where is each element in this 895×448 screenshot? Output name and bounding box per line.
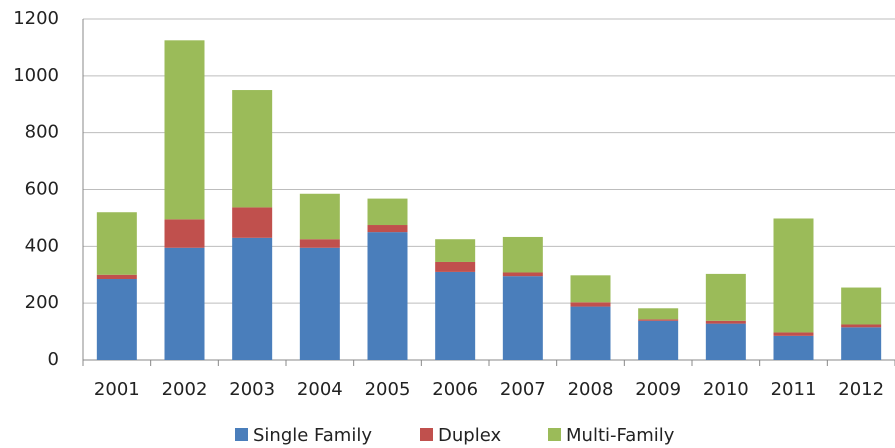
bar-segment: [705, 320, 746, 324]
bar-segment: [164, 40, 205, 220]
bar-segment: [570, 302, 611, 307]
y-tick-label: 600: [25, 179, 59, 200]
y-tick-label: 400: [25, 235, 59, 256]
bar-segment: [638, 320, 679, 360]
bar-segment: [435, 261, 476, 272]
y-tick-label: 1200: [13, 8, 59, 29]
x-tick-label: 2003: [229, 379, 275, 400]
bar-segment: [96, 279, 137, 360]
bar-segment: [367, 198, 408, 226]
legend-label: Single Family: [253, 425, 372, 446]
bar-segment: [705, 323, 746, 360]
bar-segment: [773, 218, 814, 333]
x-tick-label: 2011: [771, 379, 817, 400]
bar-segment: [367, 232, 408, 360]
bar-segment: [638, 308, 679, 320]
x-tick-label: 2009: [635, 379, 681, 400]
y-tick-label: 200: [25, 292, 59, 313]
bar-segment: [164, 247, 205, 360]
legend-label: Duplex: [438, 425, 501, 446]
x-tick-label: 2001: [94, 379, 140, 400]
bar-segment: [164, 219, 205, 248]
bar-segment: [232, 207, 273, 238]
bar-segment: [232, 90, 273, 208]
x-tick-label: 2010: [703, 379, 749, 400]
bar-segment: [96, 212, 137, 275]
bar-segment: [570, 306, 611, 360]
x-tick-label: 2004: [297, 379, 343, 400]
x-tick-label: 2007: [500, 379, 546, 400]
bar-segment: [773, 335, 814, 360]
y-tick-label: 0: [48, 349, 59, 370]
legend-swatch: [235, 428, 248, 441]
x-tick-label: 2005: [365, 379, 411, 400]
x-tick-label: 2006: [432, 379, 478, 400]
bar-segment: [502, 236, 543, 273]
bar-segment: [570, 275, 611, 303]
x-tick-label: 2002: [162, 379, 208, 400]
bar-segment: [502, 272, 543, 277]
bar-segment: [435, 271, 476, 360]
bar-segment: [841, 327, 882, 360]
bar-segment: [435, 239, 476, 262]
x-tick-label: 2012: [838, 379, 884, 400]
legend-swatch: [420, 428, 433, 441]
bar-segment: [299, 247, 340, 360]
bar-segment: [299, 193, 340, 240]
bar-segment: [299, 239, 340, 248]
legend-swatch: [548, 428, 561, 441]
bar-segment: [841, 287, 882, 325]
legend-label: Multi-Family: [566, 425, 675, 446]
bar-segment: [502, 276, 543, 360]
bar-segment: [705, 273, 746, 321]
bar-segment: [367, 225, 408, 233]
bar-segment: [96, 274, 137, 280]
y-tick-label: 1000: [13, 65, 59, 86]
bar-segment: [773, 332, 814, 336]
y-tick-label: 800: [25, 122, 59, 143]
bar-segment: [841, 324, 882, 328]
x-tick-label: 2008: [568, 379, 614, 400]
bar-segment: [638, 319, 679, 321]
bar-segment: [232, 237, 273, 360]
